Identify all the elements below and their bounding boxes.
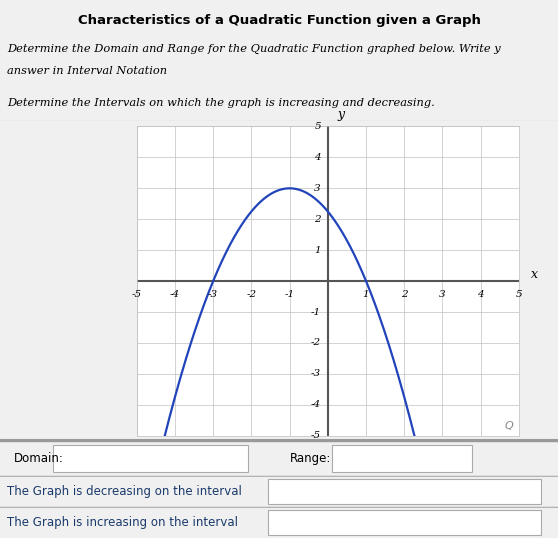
Text: -4: -4	[170, 291, 180, 299]
Text: 2: 2	[314, 215, 321, 224]
Text: -3: -3	[208, 291, 218, 299]
FancyBboxPatch shape	[53, 445, 248, 472]
Text: answer in Interval Notation: answer in Interval Notation	[7, 66, 167, 76]
Text: 5: 5	[314, 122, 321, 131]
Text: 4: 4	[314, 153, 321, 162]
Text: -1: -1	[311, 308, 321, 316]
FancyBboxPatch shape	[268, 479, 541, 504]
Text: -5: -5	[311, 431, 321, 440]
Text: 4: 4	[478, 291, 484, 299]
Text: x: x	[531, 268, 538, 281]
Text: 1: 1	[363, 291, 369, 299]
Text: -5: -5	[132, 291, 142, 299]
Text: Determine the Intervals on which the graph is increasing and decreasing.: Determine the Intervals on which the gra…	[7, 98, 435, 109]
Text: y: y	[338, 108, 345, 121]
Text: The Graph is increasing on the interval: The Graph is increasing on the interval	[7, 516, 238, 529]
Text: Determine the Domain and Range for the Quadratic Function graphed below. Write y: Determine the Domain and Range for the Q…	[7, 45, 501, 54]
Text: -3: -3	[311, 370, 321, 378]
Text: 1: 1	[314, 246, 321, 254]
Text: Range:: Range:	[290, 452, 331, 465]
Text: 5: 5	[516, 291, 522, 299]
FancyBboxPatch shape	[268, 510, 541, 535]
Text: -2: -2	[311, 338, 321, 348]
Text: Domain:: Domain:	[14, 452, 64, 465]
Text: -1: -1	[285, 291, 295, 299]
Text: Q: Q	[504, 421, 513, 431]
Text: The Graph is decreasing on the interval: The Graph is decreasing on the interval	[7, 485, 242, 498]
Text: 3: 3	[314, 184, 321, 193]
Text: 2: 2	[401, 291, 407, 299]
Text: Characteristics of a Quadratic Function given a Graph: Characteristics of a Quadratic Function …	[78, 13, 480, 27]
Text: 3: 3	[439, 291, 446, 299]
Text: -2: -2	[246, 291, 257, 299]
Text: -4: -4	[311, 400, 321, 409]
FancyBboxPatch shape	[332, 445, 472, 472]
